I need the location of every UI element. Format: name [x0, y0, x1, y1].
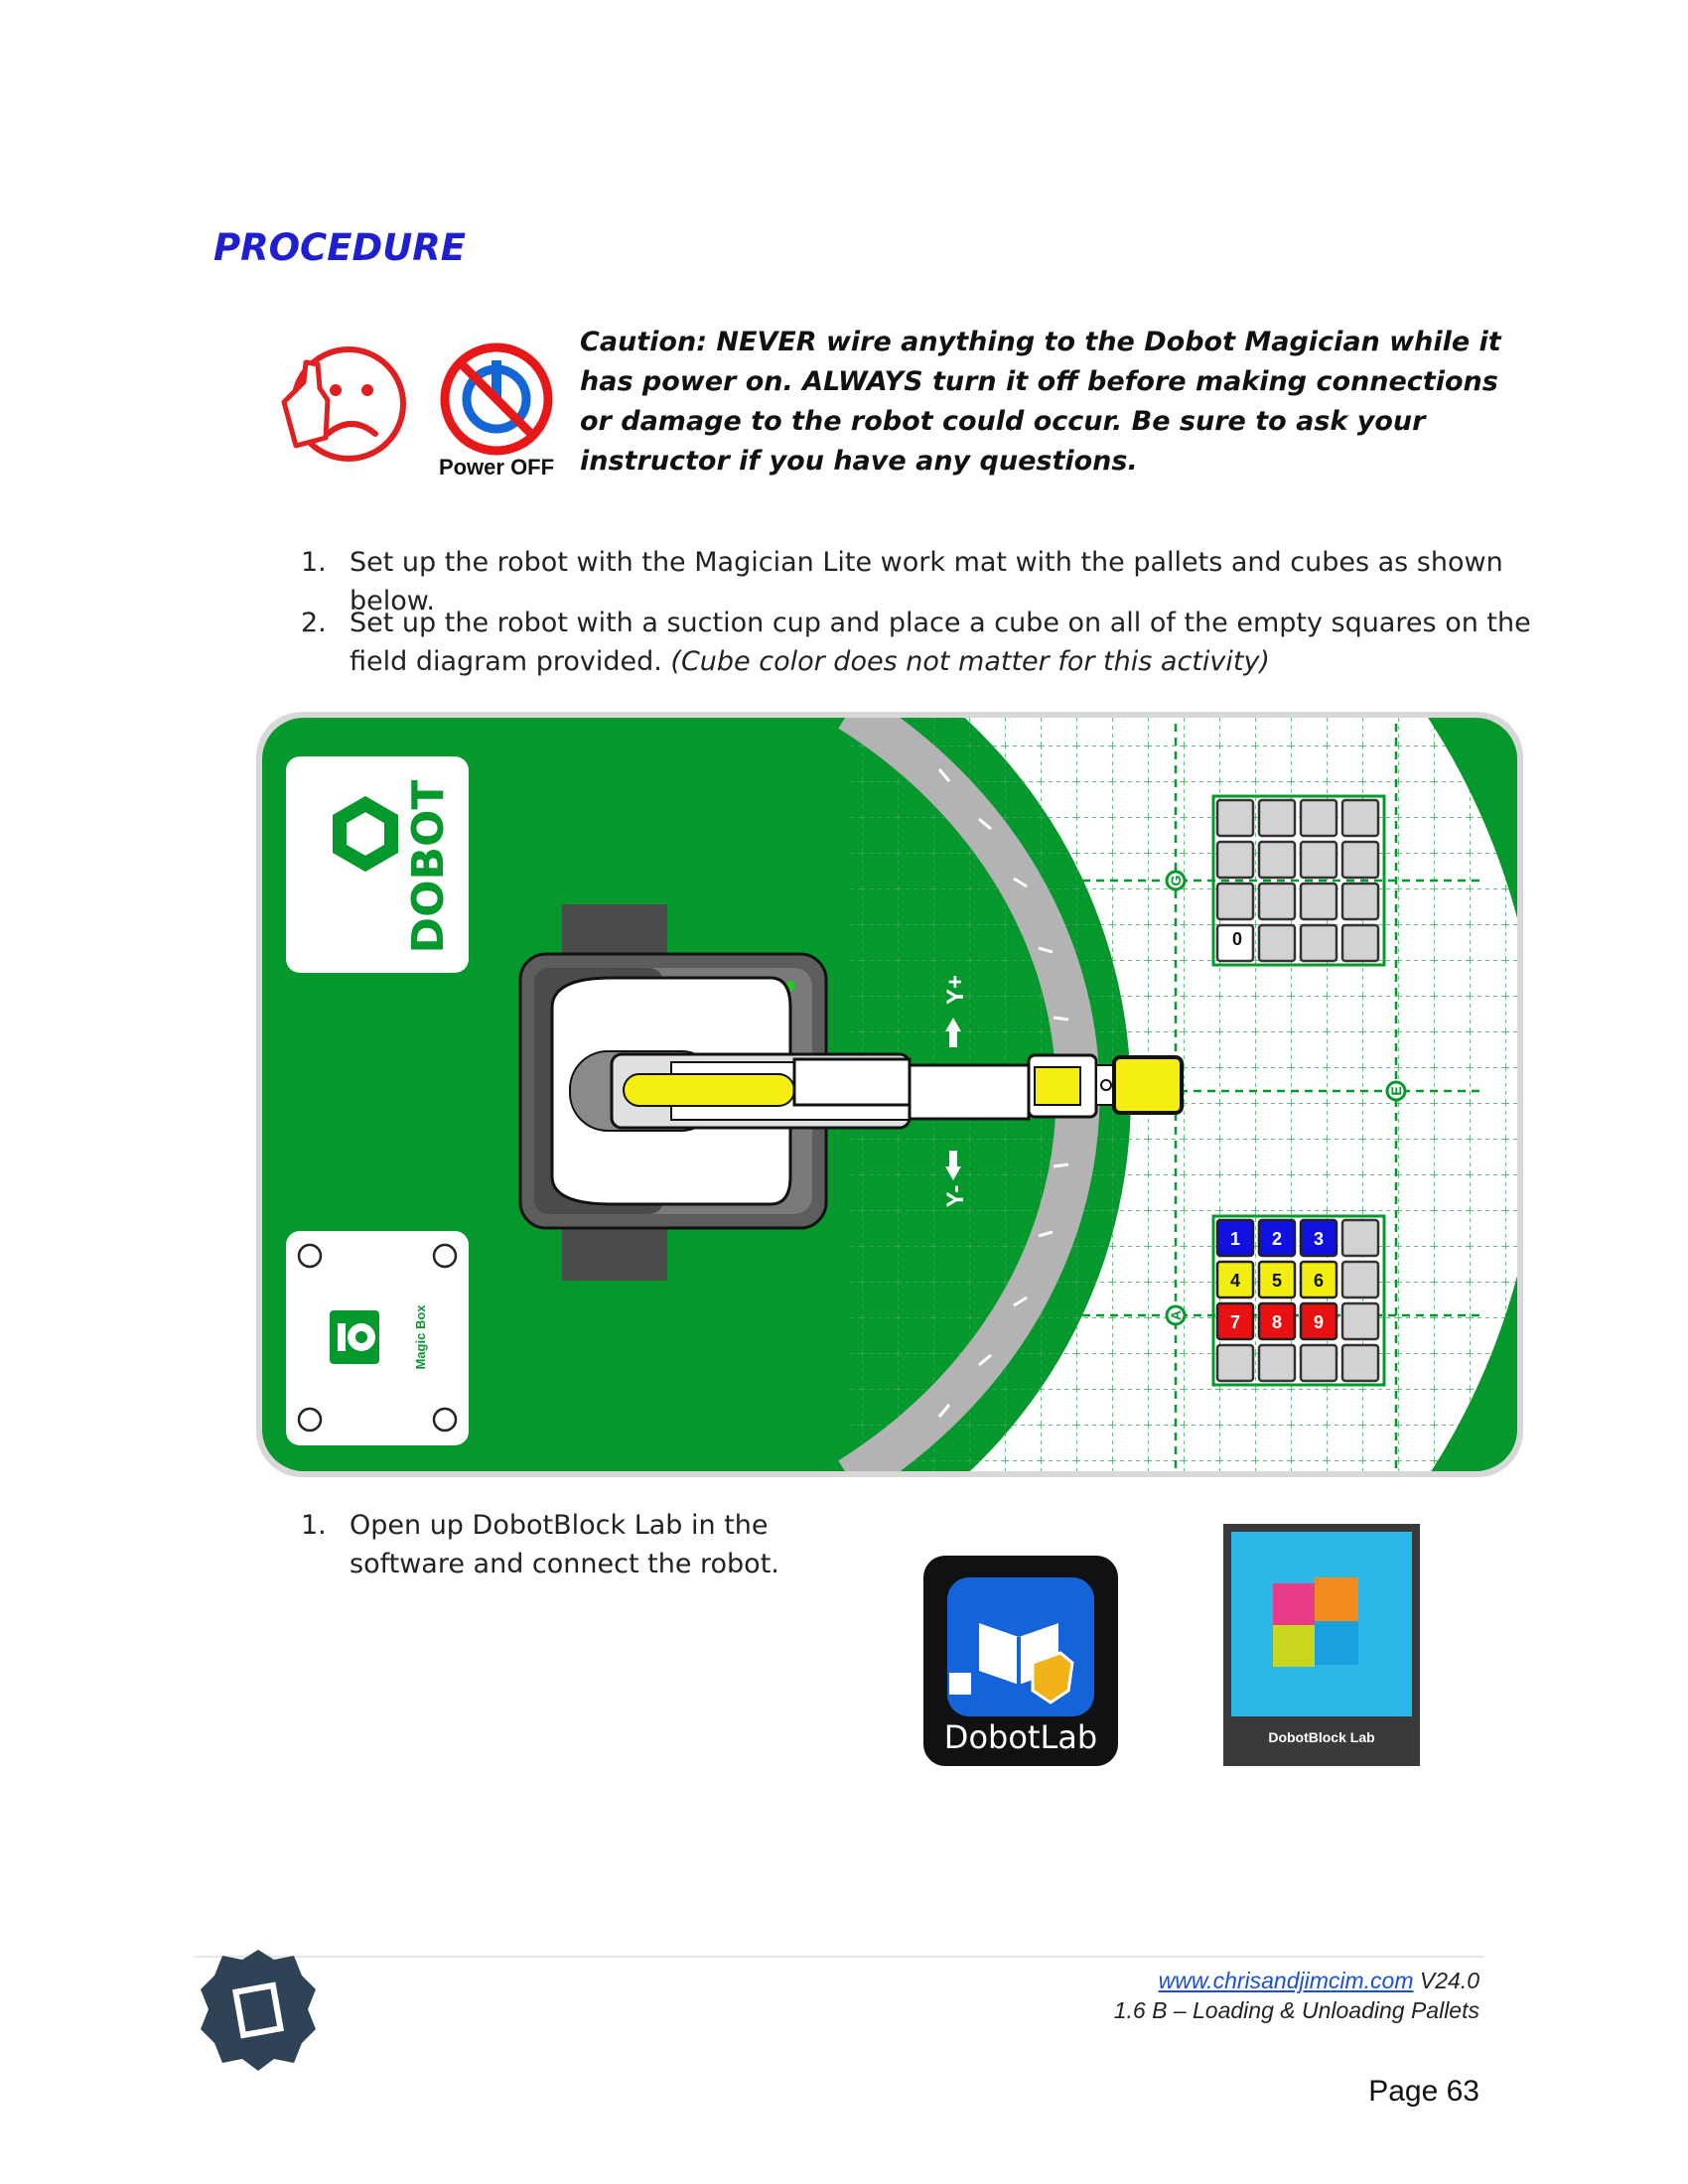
cube-slot-0	[1215, 923, 1255, 963]
empty-slot	[1340, 1260, 1380, 1299]
dobotblock-lab-app-icon[interactable]: DobotBlock Lab	[1223, 1524, 1420, 1766]
website-link[interactable]: www.chrisandjimcim.com	[1158, 1968, 1414, 1993]
step-number: 1.	[301, 1510, 327, 1541]
cube-7	[1215, 1301, 1255, 1341]
caution-icons: Power OFF	[281, 342, 554, 479]
marker-g: G	[1168, 875, 1184, 886]
caution-text: Caution: NEVER wire anything to the Dobo…	[580, 327, 1501, 477]
magic-box-icon	[330, 1310, 379, 1364]
step-note: (Cube color does not matter for this act…	[670, 646, 1270, 677]
top-pallet	[1211, 794, 1386, 967]
empty-slot	[1215, 1343, 1255, 1383]
empty-slot	[1257, 882, 1297, 921]
cube-6	[1299, 1260, 1338, 1299]
sad-face-icon	[281, 346, 406, 462]
step-number: 2.	[301, 608, 327, 638]
magic-box-label: Magic Box	[413, 1304, 428, 1370]
power-off-label: Power OFF	[439, 455, 554, 479]
empty-slot	[1215, 798, 1255, 838]
work-mat-diagram: DOBOT Magic Box Y+ Y-	[256, 712, 1523, 1477]
empty-slot	[1340, 1301, 1380, 1341]
marker-a: A	[1168, 1310, 1184, 1320]
empty-slot	[1340, 882, 1380, 921]
empty-slot	[1340, 798, 1380, 838]
step-text-line1: Open up DobotBlock Lab in the	[350, 1510, 769, 1541]
step-open-dobotblock: 1. Open up DobotBlock Lab in the software…	[301, 1506, 857, 1585]
empty-slot	[1299, 798, 1338, 838]
empty-slot	[1215, 882, 1255, 921]
page-heading: PROCEDURE	[213, 226, 467, 269]
cube-label: 1	[1230, 1229, 1240, 1249]
empty-slot	[1340, 1218, 1380, 1258]
empty-slot	[1257, 923, 1297, 963]
dobotlab-app-label: DobotLab	[944, 1718, 1097, 1756]
footer-divider	[194, 1956, 1484, 1958]
cube-5	[1257, 1260, 1297, 1299]
cube-label: 6	[1314, 1271, 1324, 1291]
cube-label: 7	[1230, 1312, 1240, 1332]
page-number: Page 63	[1368, 2075, 1479, 2108]
empty-slot	[1299, 923, 1338, 963]
chris-and-jim-logo-icon	[201, 1950, 316, 2071]
version-label: V24.0	[1419, 1968, 1479, 1993]
marker-e: E	[1388, 1086, 1404, 1095]
empty-slot	[1257, 1343, 1297, 1383]
cube-label: 5	[1272, 1271, 1282, 1291]
footer-info: www.chrisandjimcim.com V24.0 1.6 B – Loa…	[1114, 1966, 1479, 2025]
cube-4	[1215, 1260, 1255, 1299]
step-number: 1.	[301, 547, 327, 578]
dobotlab-app-icon[interactable]: DobotLab	[921, 1554, 1120, 1768]
cube-1	[1215, 1218, 1255, 1258]
dobotblock-lab-app-label: DobotBlock Lab	[1268, 1729, 1374, 1745]
axis-y-plus-label: Y+	[942, 975, 969, 1005]
cube-9	[1299, 1301, 1338, 1341]
step-text: Set up the robot with the Magician Lite …	[350, 547, 1503, 616]
robot-arm	[610, 1052, 1184, 1130]
cube-3	[1299, 1218, 1338, 1258]
empty-slot	[1299, 882, 1338, 921]
step-text-line2: software and connect the robot.	[350, 1549, 779, 1579]
empty-slot	[1257, 840, 1297, 880]
cube-2	[1257, 1218, 1297, 1258]
footer-subtitle: 1.6 B – Loading & Unloading Pallets	[1113, 1997, 1479, 2023]
step-1: 1. Set up the robot with the Magician Li…	[301, 543, 1542, 616]
y-axis-arrows	[945, 1018, 961, 1180]
bottom-pallet: 1 2 3 4 5 6 7 8 9	[1211, 1214, 1386, 1387]
empty-slot	[1257, 798, 1297, 838]
cube-label: 9	[1314, 1312, 1324, 1332]
power-off-icon	[440, 342, 553, 456]
dobot-logo-icon	[333, 795, 398, 873]
empty-slot	[1215, 840, 1255, 880]
step-text: Set up the robot with a suction cup and …	[350, 608, 1531, 677]
step-2: 2. Set up the robot with a suction cup a…	[301, 604, 1542, 683]
cube-label: 8	[1272, 1312, 1282, 1332]
empty-slot	[1340, 840, 1380, 880]
empty-slot	[1299, 1343, 1338, 1383]
empty-slot	[1299, 840, 1338, 880]
suction-cup-end	[1112, 1055, 1184, 1115]
cube-8	[1257, 1301, 1297, 1341]
cube-label: 4	[1230, 1271, 1240, 1291]
top-pallet-cube-label: 0	[1232, 929, 1242, 949]
cube-label: 2	[1272, 1229, 1282, 1249]
axis-y-minus-label: Y-	[942, 1185, 969, 1208]
empty-slot	[1340, 1343, 1380, 1383]
dobot-logo-text: DOBOT	[403, 780, 454, 954]
cube-label: 3	[1314, 1229, 1324, 1249]
empty-slot	[1340, 923, 1380, 963]
